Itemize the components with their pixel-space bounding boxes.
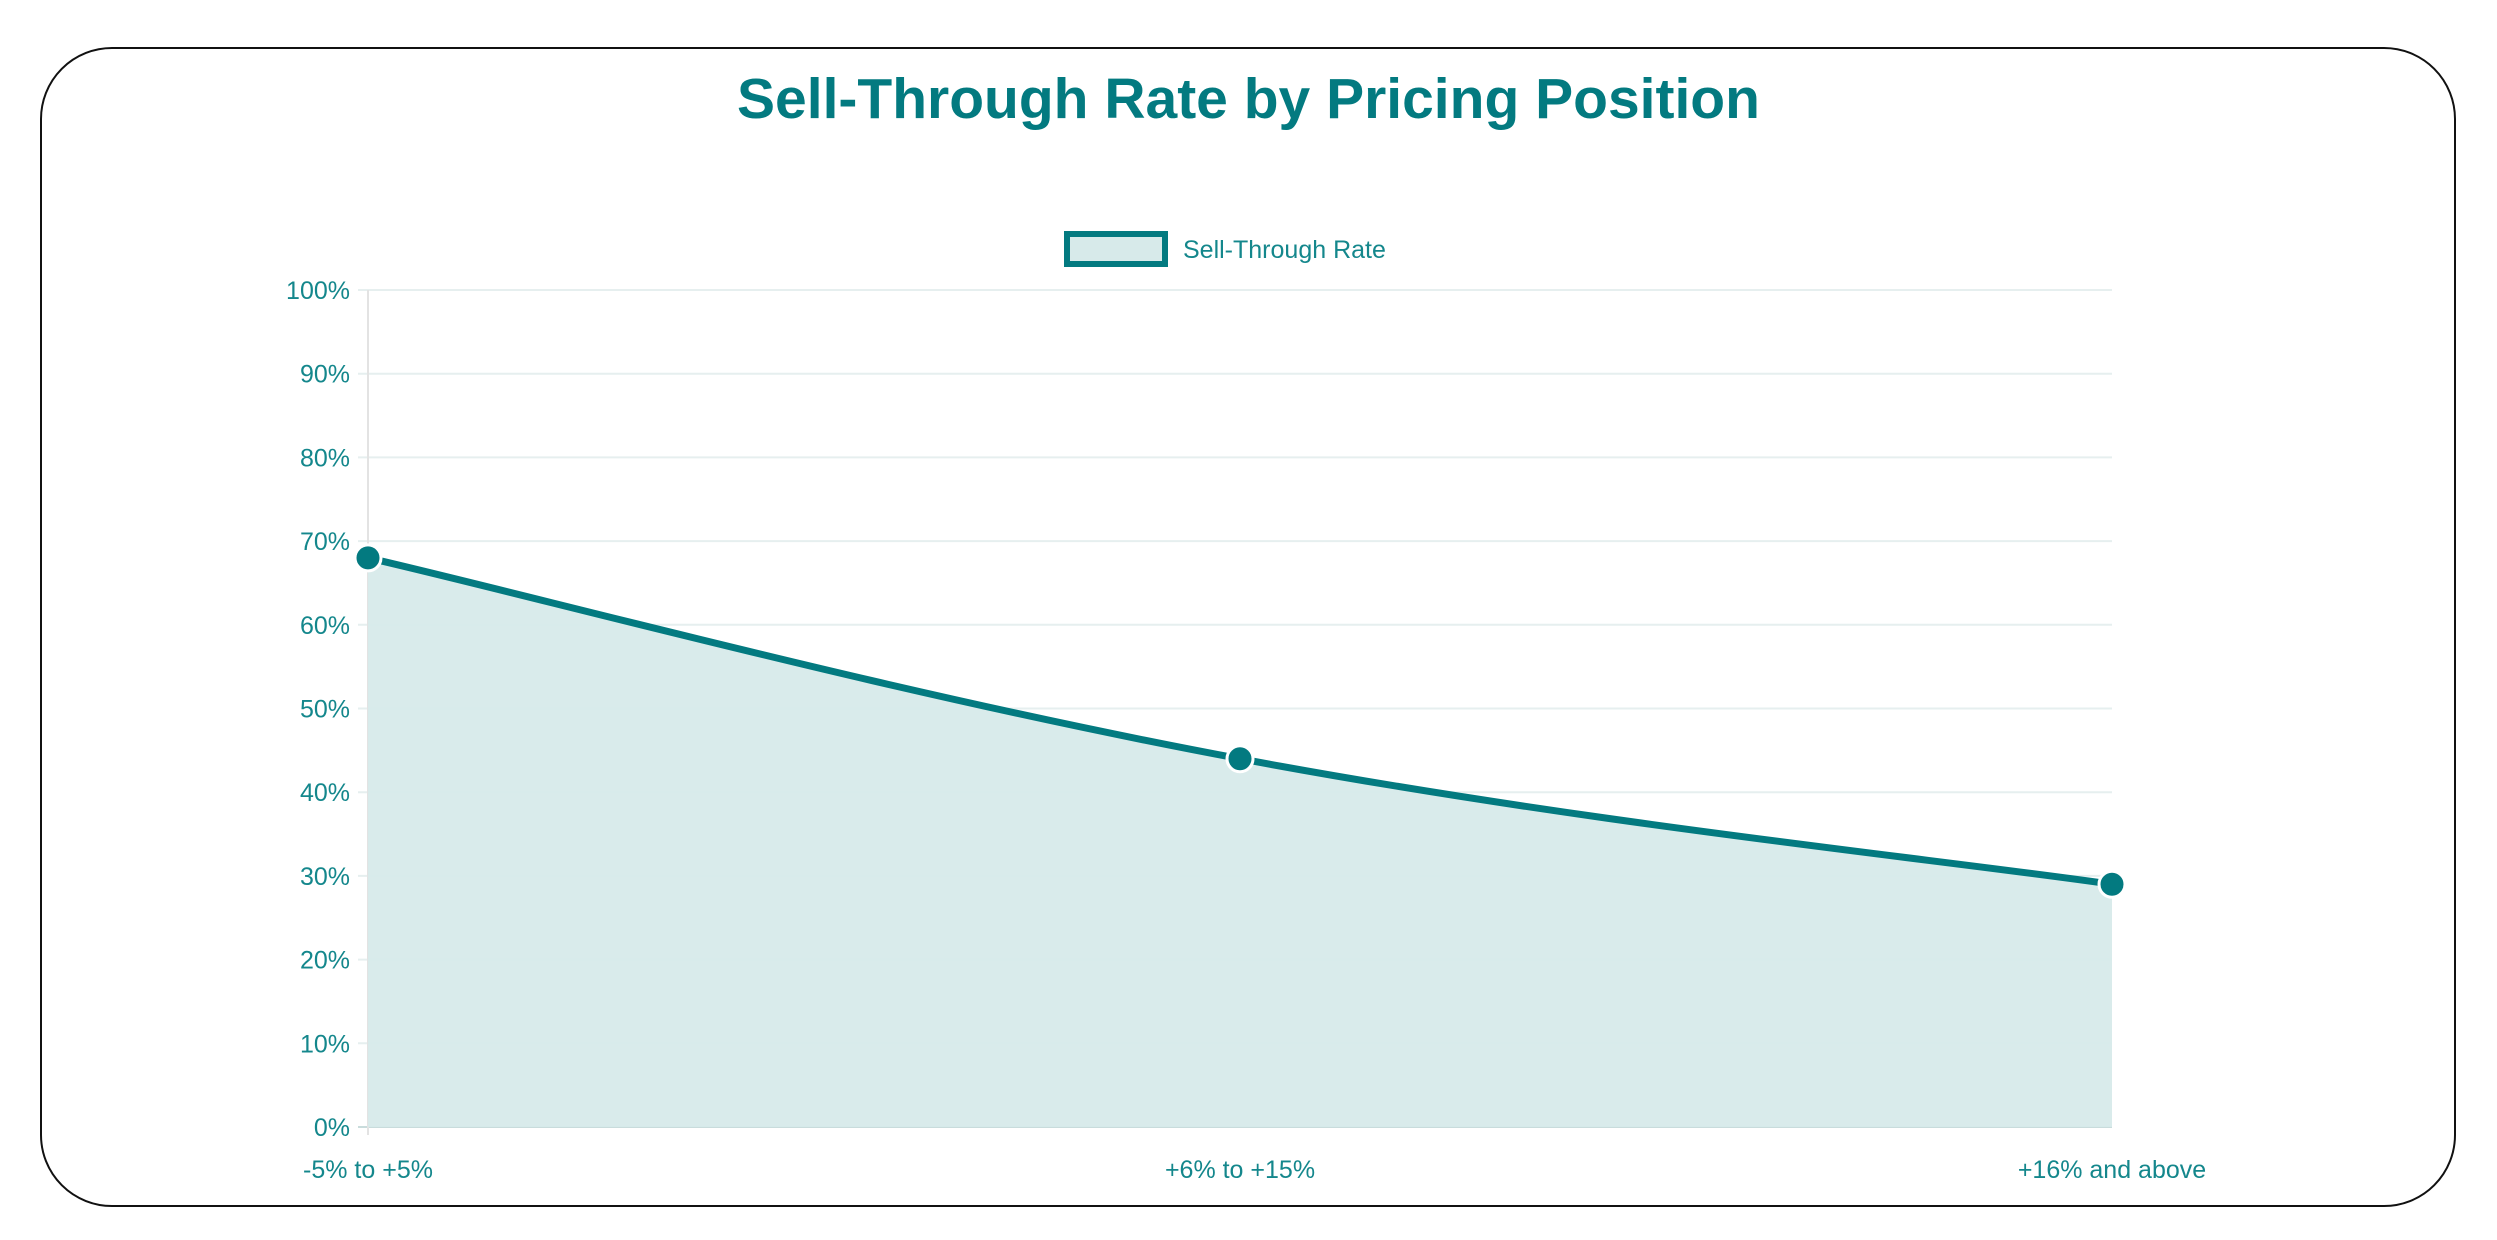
data-point[interactable]	[2097, 869, 2127, 899]
x-tick-label: +6% to +15%	[1165, 1156, 1315, 1184]
y-tick-label: 0%	[314, 1114, 350, 1142]
series-area	[368, 557, 2112, 1127]
y-tick-label: 20%	[300, 947, 350, 975]
y-tick-label: 80%	[300, 444, 350, 472]
y-tick-label: 60%	[300, 612, 350, 640]
data-point[interactable]	[353, 543, 383, 573]
legend-swatch[interactable]	[1064, 231, 1168, 267]
y-tick-label: 40%	[300, 779, 350, 807]
data-point[interactable]	[1225, 744, 1255, 774]
y-tick-label: 100%	[286, 277, 350, 305]
chart-title: Sell-Through Rate by Pricing Position	[737, 67, 1760, 131]
y-tick-label: 50%	[300, 696, 350, 724]
x-tick-label: +16% and above	[2018, 1156, 2206, 1184]
y-tick-label: 30%	[300, 863, 350, 891]
legend-label[interactable]: Sell-Through Rate	[1183, 236, 1386, 264]
y-tick-label: 90%	[300, 361, 350, 389]
y-tick-label: 10%	[300, 1030, 350, 1058]
y-tick-label: 70%	[300, 528, 350, 556]
x-tick-label: -5% to +5%	[303, 1156, 433, 1184]
